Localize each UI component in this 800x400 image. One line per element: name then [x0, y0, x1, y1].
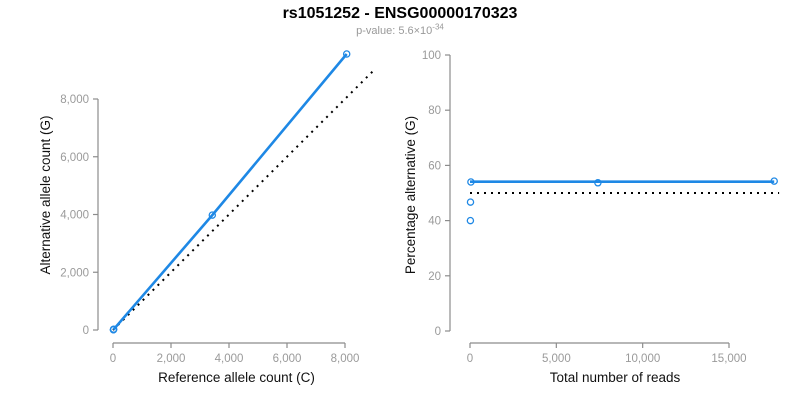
data-point	[208, 211, 217, 219]
y-tick-label: 40	[428, 216, 441, 228]
data-point	[466, 198, 475, 206]
y-tick-label: 2,000	[60, 267, 89, 279]
y-tick-label: 8,000	[60, 94, 89, 106]
y-axis-title: Alternative allele count (G)	[38, 115, 53, 274]
y-tick-label: 4,000	[60, 210, 89, 222]
pvalue-text: p-value: 5.6×10	[356, 25, 433, 37]
x-tick-label: 10,000	[625, 353, 660, 365]
chart-subtitle: p-value: 5.6×10-34	[0, 22, 800, 37]
data-point	[466, 216, 475, 225]
pvalue-exponent: -34	[432, 22, 444, 32]
data-point	[770, 177, 778, 185]
y-tick-label: 6,000	[60, 152, 89, 164]
data-point	[467, 178, 475, 186]
x-tick-label: 15,000	[711, 353, 746, 365]
data-point	[342, 50, 351, 58]
chart-title: rs1051252 - ENSG00000170323	[282, 5, 518, 22]
y-tick-label: 20	[428, 271, 441, 283]
y-tick-label: 0	[83, 325, 89, 337]
data-point	[109, 325, 118, 333]
x-axis-title: Reference allele count (C)	[158, 370, 315, 385]
y-tick-label: 100	[422, 50, 441, 62]
x-tick-label: 8,000	[331, 353, 360, 365]
x-tick-label: 0	[110, 353, 116, 365]
y-tick-label: 0	[435, 326, 441, 338]
y-tick-label: 60	[428, 160, 441, 172]
y-tick-label: 80	[428, 105, 441, 117]
x-tick-label: 0	[467, 353, 473, 365]
fitted-line	[112, 53, 348, 331]
y-axis-title: Percentage alternative (G)	[403, 116, 418, 274]
x-axis-title: Total number of reads	[550, 370, 681, 385]
x-tick-label: 6,000	[273, 353, 302, 365]
x-tick-label: 2,000	[157, 353, 186, 365]
x-tick-label: 4,000	[215, 353, 244, 365]
data-point	[594, 179, 602, 187]
x-tick-label: 5,000	[542, 353, 571, 365]
chart-header: rs1051252 - ENSG00000170323 p-value: 5.6…	[0, 5, 800, 37]
